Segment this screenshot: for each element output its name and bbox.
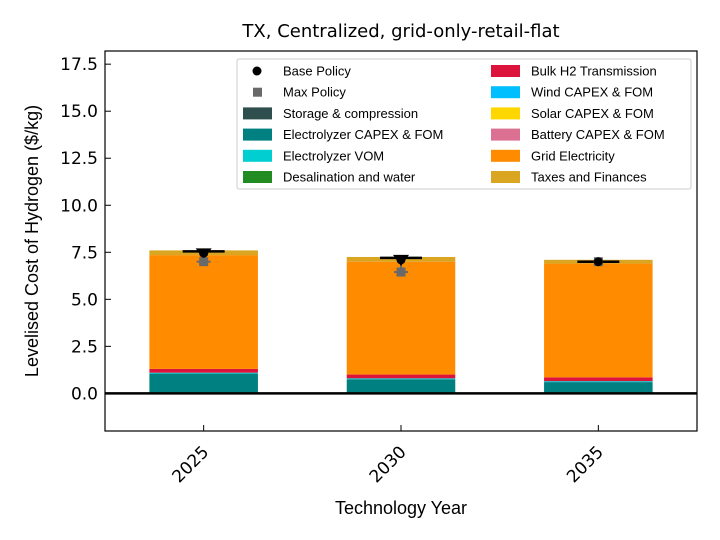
legend-label: Electrolyzer CAPEX & FOM xyxy=(283,127,443,142)
legend-label: Electrolyzer VOM xyxy=(283,148,384,163)
y-tick-label: 7.5 xyxy=(71,243,98,263)
bar-segment-2025-8 xyxy=(149,255,258,369)
bar-segment-2035-8 xyxy=(544,263,653,378)
legend-frame xyxy=(236,58,692,190)
legend-swatch xyxy=(491,171,520,183)
legend-swatch xyxy=(491,107,520,120)
base-policy-point-2030 xyxy=(396,255,406,265)
bar-segment-2030-4 xyxy=(346,374,456,379)
markers-layer xyxy=(182,248,620,277)
base-policy-point-2035 xyxy=(593,257,603,267)
legend-marker-max-policy xyxy=(253,87,262,97)
bar-segment-2035-1 xyxy=(544,382,653,393)
legend-swatch xyxy=(491,65,520,77)
y-tick-label: 15.0 xyxy=(60,102,98,122)
x-axis-title: Technology Year xyxy=(335,498,467,518)
max-policy-point-2025 xyxy=(199,257,209,267)
legend-swatch xyxy=(243,128,272,141)
legend-label: Storage & compression xyxy=(283,106,418,121)
legend-swatch xyxy=(491,149,520,162)
legend-swatch xyxy=(491,128,520,141)
y-tick-label: 10.0 xyxy=(60,196,98,216)
y-tick-label: 17.5 xyxy=(60,55,98,75)
legend-label: Grid Electricity xyxy=(531,148,615,163)
legend-label: Solar CAPEX & FOM xyxy=(531,106,654,121)
legend-label: Base Policy xyxy=(283,64,351,79)
bar-segment-2035-2 xyxy=(544,381,653,383)
legend-swatch xyxy=(243,149,272,162)
base-policy-point-2025 xyxy=(199,248,209,258)
legend-label: Bulk H2 Transmission xyxy=(531,64,657,79)
legend-label: Wind CAPEX & FOM xyxy=(531,85,653,100)
legend-label: Battery CAPEX & FOM xyxy=(531,127,665,142)
bar-segment-2025-4 xyxy=(149,368,258,373)
y-tick-label: 2.5 xyxy=(71,337,98,357)
bar-segment-2035-4 xyxy=(544,377,653,382)
bar-segment-2025-1 xyxy=(149,373,258,393)
y-tick-label: 5.0 xyxy=(71,290,98,310)
bar-segment-2030-8 xyxy=(346,261,456,375)
legend-swatch xyxy=(243,171,272,183)
x-tick-label: 2035 xyxy=(563,442,608,487)
legend-label: Taxes and Finances xyxy=(531,170,647,185)
y-tick-label: 12.5 xyxy=(60,149,98,169)
legend-label: Max Policy xyxy=(283,85,346,100)
y-tick-label: 0.0 xyxy=(71,384,98,404)
bar-segment-2025-2 xyxy=(149,372,258,374)
legend-marker-base-policy xyxy=(252,66,262,76)
bars-layer xyxy=(149,250,653,394)
y-axis-title: Levelised Cost of Hydrogen ($/kg) xyxy=(22,105,42,377)
legend-label: Desalination and water xyxy=(283,170,416,185)
chart-title: TX, Centralized, grid-only-retail-flat xyxy=(241,21,559,42)
x-tick-label: 2025 xyxy=(168,442,213,487)
legend: Base Policy Max Policy Storage & compressi… xyxy=(236,58,692,190)
bar-segment-2030-2 xyxy=(346,378,456,380)
max-policy-point-2030 xyxy=(396,267,406,277)
x-tick-label: 2030 xyxy=(366,442,411,487)
legend-swatch xyxy=(243,107,272,120)
bar-segment-2030-1 xyxy=(346,379,456,393)
legend-swatch xyxy=(491,86,520,99)
